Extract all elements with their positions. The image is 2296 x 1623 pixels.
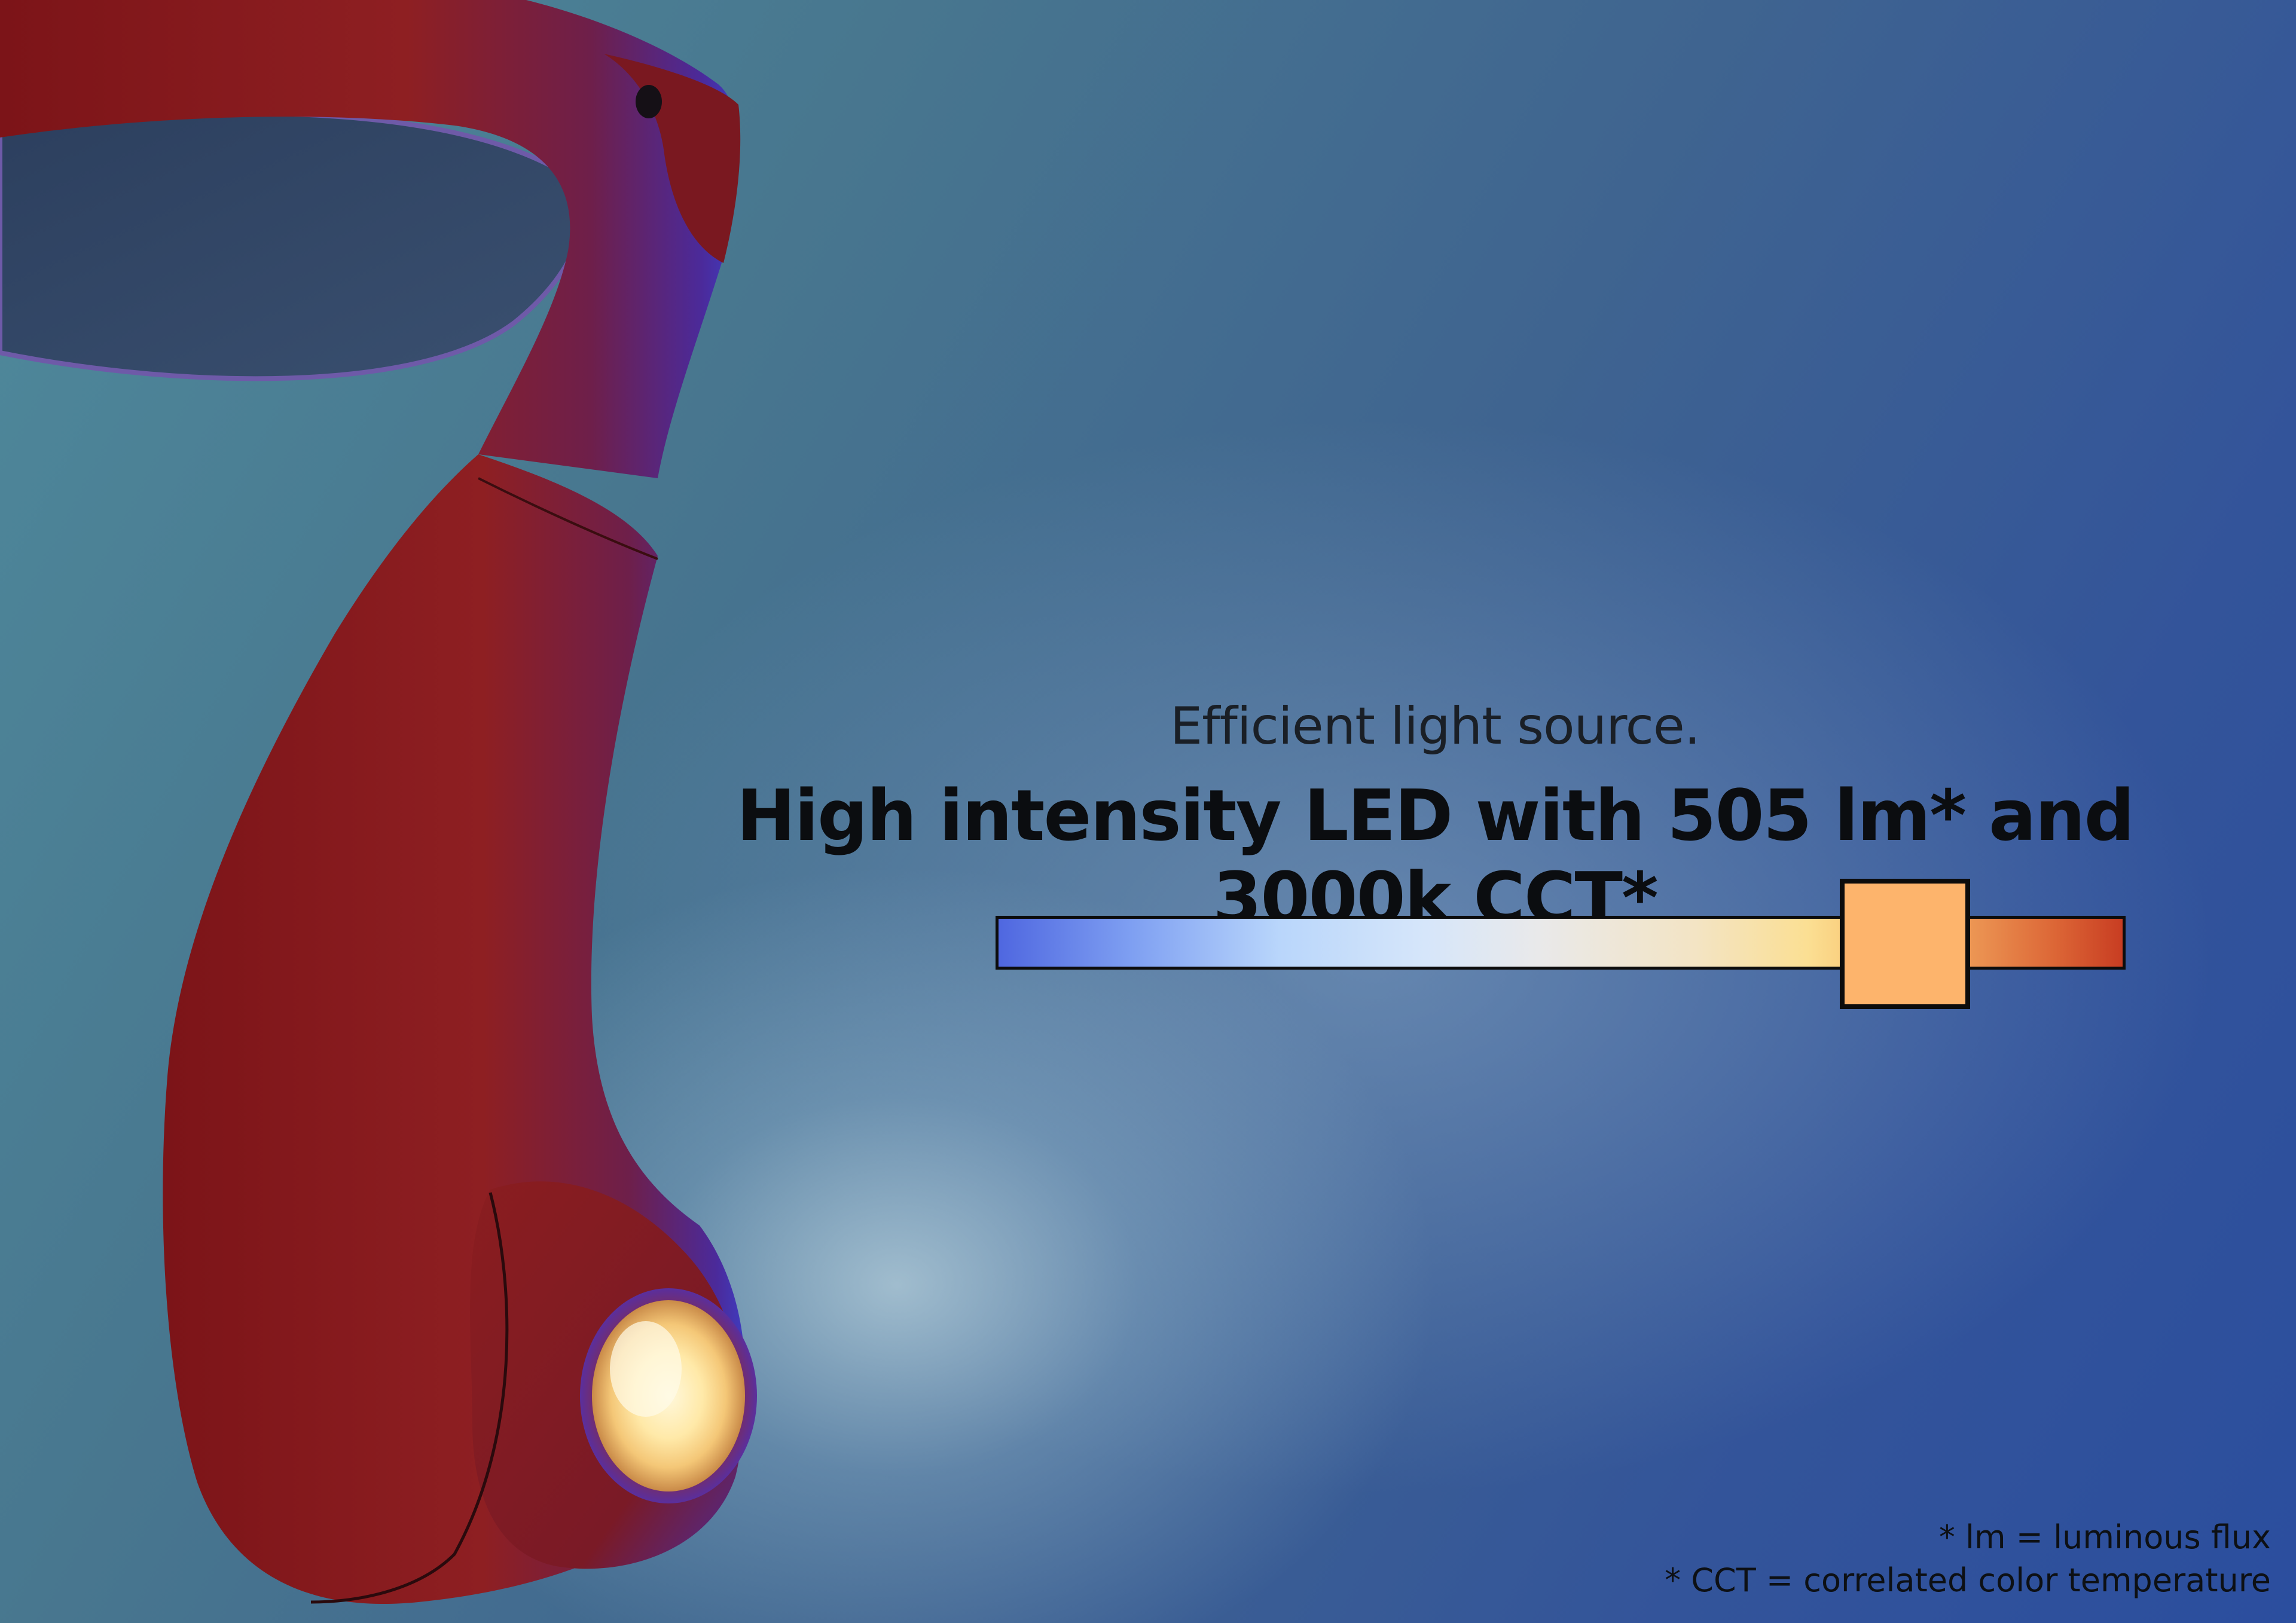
- arm-joint-line: [478, 477, 658, 560]
- screw-icon: [636, 85, 662, 118]
- section-subtitle: Efficient light source.: [1170, 696, 1700, 756]
- lamp-hook-tip: [604, 54, 741, 263]
- footnote-cct: * CCT = correlated color temperature: [1665, 1561, 2271, 1599]
- lamp-shade: [0, 111, 586, 381]
- lamp-arm-upper: [0, 0, 738, 478]
- footnote-luminous-flux: * lm = luminous flux: [1938, 1518, 2271, 1556]
- section-headline: High intensity LED with 505 lm* and 3000…: [736, 774, 2135, 939]
- color-temperature-marker[interactable]: [1840, 879, 1971, 1009]
- lamp-head-seam: [310, 1192, 509, 1604]
